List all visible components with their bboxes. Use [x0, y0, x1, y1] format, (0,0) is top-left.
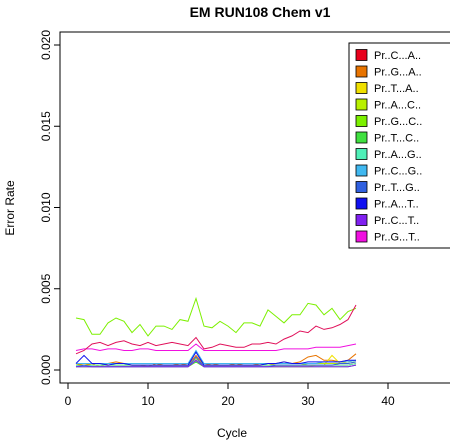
- x-tick-label-40: 40: [381, 394, 395, 408]
- legend-swatch-11: [355, 230, 368, 243]
- series-line-10: [76, 359, 357, 368]
- legend-label-2: Pr..T...A..: [374, 83, 419, 95]
- legend-swatch-3: [355, 98, 368, 111]
- y-axis-ticks: 0.000 0.005 0.010 0.015 0.020: [39, 30, 60, 385]
- y-axis-label: Error Rate: [3, 180, 17, 236]
- series-line-9: [75, 351, 356, 366]
- series-line-4: [75, 296, 357, 337]
- legend-label-1: Pr..G...A..: [374, 67, 422, 79]
- legend-label-7: Pr..C...G..: [374, 166, 422, 178]
- legend-swatch-8: [355, 181, 368, 193]
- legend-swatch-5: [355, 131, 368, 144]
- legend-label-11: Pr..G...T..: [374, 232, 420, 244]
- y-tick-label-2: 0.010: [39, 192, 53, 222]
- legend-swatch-4: [355, 115, 368, 127]
- legend-label-4: Pr..G...C..: [374, 116, 422, 128]
- y-tick-label-1: 0.005: [39, 273, 53, 303]
- legend-swatch-7: [355, 164, 368, 177]
- legend-label-8: Pr..T...G..: [374, 182, 420, 194]
- x-tick-label-20: 20: [221, 394, 235, 408]
- legend-swatch-9: [355, 197, 368, 210]
- legend-swatch-10: [355, 214, 368, 226]
- legend-swatch-6: [355, 148, 368, 160]
- x-axis-label: Cycle: [217, 426, 247, 440]
- x-tick-label-0: 0: [65, 394, 72, 408]
- y-tick-label-3: 0.015: [39, 111, 53, 141]
- series-line-11: [75, 343, 357, 352]
- legend-label-5: Pr..T...C..: [374, 133, 419, 145]
- legend: Pr..C...A.. Pr..G...A.. Pr..T...A.. Pr..A..…: [348, 42, 450, 249]
- legend-swatch-2: [355, 82, 368, 94]
- x-tick-label-10: 10: [141, 394, 155, 408]
- y-tick-label-4: 0.020: [39, 30, 53, 60]
- x-axis-ticks: 0 10 20 30 40: [65, 383, 395, 408]
- legend-label-9: Pr..A...T..: [374, 199, 419, 211]
- legend-swatch-1: [355, 65, 368, 78]
- y-tick-label-0: 0.000: [39, 355, 53, 385]
- legend-label-3: Pr..A...C..: [374, 100, 421, 112]
- legend-label-6: Pr..A...G..: [374, 149, 422, 161]
- series-lines: [75, 296, 357, 368]
- legend-swatch-0: [355, 49, 368, 61]
- x-tick-label-30: 30: [301, 394, 315, 408]
- series-line-12: [75, 304, 357, 355]
- legend-label-10: Pr..C...T..: [374, 215, 419, 227]
- legend-label-0: Pr..C...A..: [374, 50, 421, 62]
- chart-title: EM RUN108 Chem v1: [190, 4, 331, 20]
